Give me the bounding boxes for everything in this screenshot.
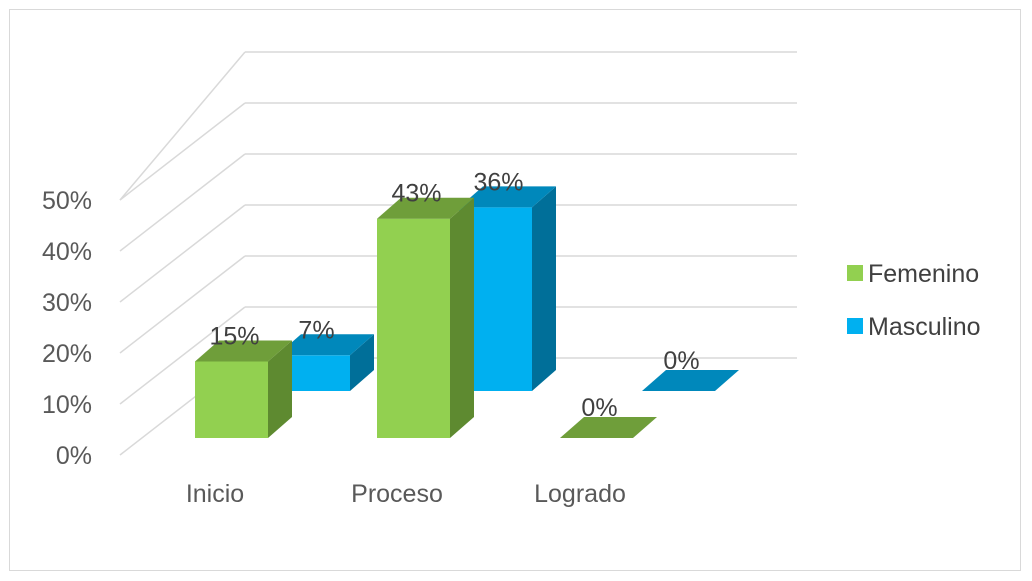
legend-label: Masculino xyxy=(868,313,981,341)
bar-front xyxy=(195,361,268,438)
data-label: 43% xyxy=(391,180,441,208)
bars xyxy=(195,186,739,438)
bar-top xyxy=(195,340,292,362)
legend-label: Femenino xyxy=(868,260,979,288)
bar-front xyxy=(377,218,450,438)
gridline-side xyxy=(119,255,246,354)
y-tick-label: 10% xyxy=(42,391,92,419)
bar-side xyxy=(450,197,474,438)
y-tick-label: 20% xyxy=(42,340,92,368)
data-labels: 7% 36% 0% 15% 43% 0% xyxy=(209,168,699,422)
bar-masculino-inicio xyxy=(277,334,374,391)
y-tick-label: 30% xyxy=(42,289,92,317)
data-label: 7% xyxy=(298,316,334,344)
y-axis-ticks: 0% 10% 20% 30% 40% 50% xyxy=(42,187,92,470)
bar-femenino-logrado xyxy=(560,417,657,438)
y-tick-label: 0% xyxy=(56,442,92,470)
bar-top xyxy=(377,197,474,219)
bar-top xyxy=(642,370,739,391)
bar-side xyxy=(268,340,292,438)
bar-femenino-proceso xyxy=(377,197,474,438)
gridline-side xyxy=(119,102,246,201)
data-label: 0% xyxy=(663,347,699,375)
legend: Femenino Masculino xyxy=(847,260,981,341)
x-tick-label: Proceso xyxy=(351,480,443,508)
data-label: 36% xyxy=(473,168,523,196)
gridline-side xyxy=(119,204,246,303)
data-label: 15% xyxy=(209,323,259,351)
bar-side xyxy=(350,334,374,391)
bar-top xyxy=(277,334,374,356)
data-label: 0% xyxy=(581,394,617,422)
x-tick-label: Inicio xyxy=(186,480,244,508)
gridline-side xyxy=(119,51,246,201)
bar-femenino-inicio xyxy=(195,340,292,438)
bar-top xyxy=(459,186,556,208)
gridline-side xyxy=(119,306,246,405)
gridline-side xyxy=(119,153,246,252)
legend-swatch xyxy=(847,265,863,281)
legend-swatch xyxy=(847,318,863,334)
bar-side xyxy=(532,186,556,391)
bar-top xyxy=(560,417,657,438)
bar-masculino-logrado xyxy=(642,370,739,391)
y-tick-label: 50% xyxy=(42,187,92,215)
x-tick-label: Logrado xyxy=(534,480,626,508)
x-axis-ticks: Inicio Proceso Logrado xyxy=(186,480,626,508)
y-tick-label: 40% xyxy=(42,238,92,266)
